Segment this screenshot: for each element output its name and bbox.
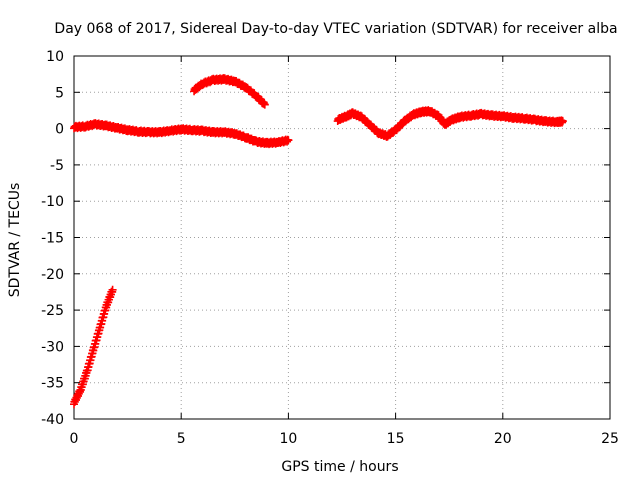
x-tick-label: 10: [279, 431, 297, 447]
axis-ticks: [73, 55, 611, 420]
y-tick-label: -40: [41, 412, 64, 428]
x-tick-label: 0: [70, 431, 79, 447]
y-tick-label: -30: [41, 339, 64, 355]
y-tick-label: -15: [41, 231, 64, 247]
series-arc-3: [190, 74, 269, 109]
series-arc-4: [333, 106, 567, 141]
x-tick-label: 25: [601, 431, 619, 447]
data-point: [558, 117, 567, 126]
x-tick-label: 20: [494, 431, 512, 447]
data-point: [260, 100, 269, 109]
x-tick-labels: 0 5 10 15 20 25: [70, 431, 619, 447]
y-tick-label: 10: [46, 49, 64, 65]
series-arc-2: [70, 119, 293, 149]
y-tick-label: 0: [55, 122, 64, 138]
x-axis-title: GPS time / hours: [281, 459, 398, 475]
y-tick-label: -20: [41, 267, 64, 283]
y-tick-label: -25: [41, 303, 64, 319]
x-tick-label: 15: [387, 431, 405, 447]
data-points: [70, 74, 567, 409]
y-tick-labels: -40 -35 -30 -25 -20 -15 -10 -5 0 5 10: [41, 49, 64, 428]
data-point: [284, 136, 293, 145]
y-tick-label: -10: [41, 194, 64, 210]
data-point: [108, 285, 117, 294]
y-tick-label: -5: [50, 158, 64, 174]
chart-title: Day 068 of 2017, Sidereal Day-to-day VTE…: [54, 21, 617, 37]
x-tick-label: 5: [177, 431, 186, 447]
series-arc-1: [70, 285, 117, 409]
y-tick-label: -35: [41, 376, 64, 392]
y-axis-title: SDTVAR / TECUs: [7, 183, 23, 298]
y-tick-label: 5: [55, 85, 64, 101]
